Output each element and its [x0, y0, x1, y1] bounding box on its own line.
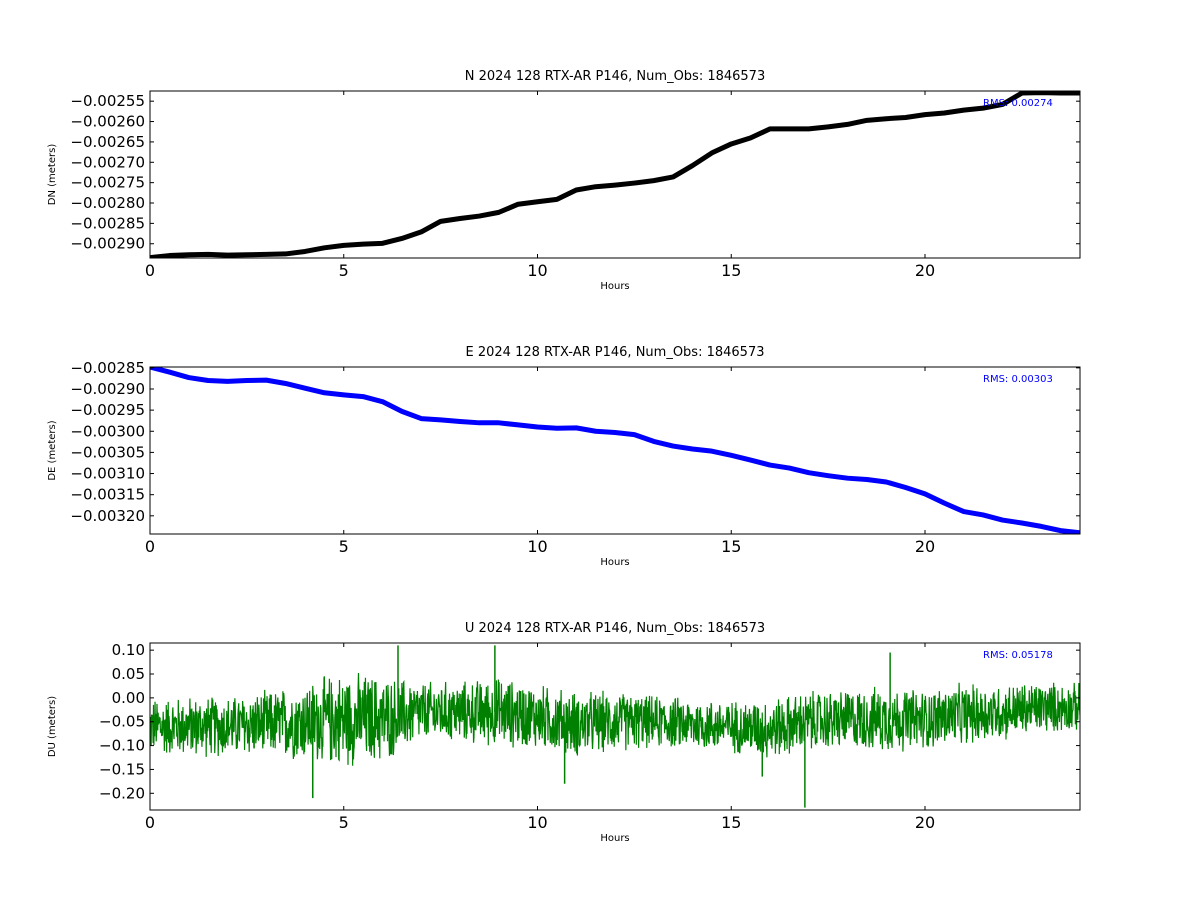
e-y-tick-label: −0.00315 [70, 486, 145, 504]
n-x-tick-label: 15 [721, 261, 741, 280]
n-rms-annotation: RMS: 0.00274 [983, 98, 1053, 109]
u-y-axis-label: DU (meters) [47, 696, 58, 757]
e-series-line [150, 367, 1080, 534]
n-x-tick-label: 20 [915, 261, 935, 280]
e-y-tick-label: −0.00305 [70, 443, 145, 461]
e-y-tick-label: −0.00320 [70, 507, 145, 525]
n-y-tick-label: −0.00285 [70, 214, 145, 232]
n-y-tick-label: −0.00275 [70, 174, 145, 192]
e-x-tick-label: 10 [527, 537, 547, 556]
u-x-tick-label: 20 [915, 813, 935, 832]
n-y-tick-label: −0.00280 [70, 194, 145, 212]
u-rms-annotation: RMS: 0.05178 [983, 650, 1053, 661]
e-rms-annotation: RMS: 0.00303 [983, 374, 1053, 385]
u-x-tick-label: 15 [721, 813, 741, 832]
u-y-tick-label: −0.10 [99, 737, 145, 755]
u-series-line [150, 672, 1080, 766]
e-y-tick-label: −0.00295 [70, 401, 145, 419]
n-y-tick-label: −0.00290 [70, 235, 145, 253]
e-y-tick-label: −0.00290 [70, 380, 145, 398]
n-panel: 0 5 10 15 20 −0.00255 −0.00260 −0.00265 −0.00270… [47, 69, 1081, 292]
u-x-tick-label: 5 [339, 813, 349, 832]
u-y-tick-label: −0.20 [99, 784, 145, 802]
e-axes-frame [149, 366, 1081, 535]
e-x-axis-label: Hours [600, 557, 629, 568]
n-y-tick-label: −0.00260 [70, 113, 145, 131]
e-data [150, 367, 1080, 534]
n-y-tick-label: −0.00270 [70, 153, 145, 171]
n-y-tick-label: −0.00255 [70, 92, 145, 110]
u-y-tick-label: −0.05 [99, 713, 145, 731]
e-x-tick-label: 20 [915, 537, 935, 556]
n-y-tick-label: −0.00265 [70, 133, 145, 151]
u-y-tick-label: 0.00 [112, 689, 145, 707]
u-y-tick-label: 0.05 [112, 665, 145, 683]
n-x-tick-label: 5 [339, 261, 349, 280]
u-x-tick-label: 10 [527, 813, 547, 832]
u-x-axis-label: Hours [600, 833, 629, 844]
e-y-axis-label: DE (meters) [47, 420, 58, 480]
e-x-tick-label: 5 [339, 537, 349, 556]
n-x-tick-label: 10 [527, 261, 547, 280]
e-y-tick-label: −0.00285 [70, 359, 145, 377]
u-y-tick-label: −0.15 [99, 760, 145, 778]
n-axes-frame [149, 90, 1081, 259]
e-y-tick-label: −0.00300 [70, 422, 145, 440]
e-x-tick-label: 0 [145, 537, 155, 556]
n-series-line [150, 91, 1080, 258]
u-data [150, 645, 1080, 808]
e-panel: 0 5 10 15 20 −0.00285 −0.00290 −0.00295 −0.00300… [47, 345, 1081, 568]
u-y-tick-label: 0.10 [112, 641, 145, 659]
u-panel: 0 5 10 15 20 0.10 0.05 0.00 −0.05 −0.10 −0.15 −0.20… [47, 621, 1081, 844]
n-x-tick-label: 0 [145, 261, 155, 280]
e-y-tick-label: −0.00310 [70, 465, 145, 483]
e-chart-title: E 2024 128 RTX-AR P146, Num_Obs: 1846573 [466, 345, 765, 360]
n-data [150, 91, 1080, 258]
u-chart-title: U 2024 128 RTX-AR P146, Num_Obs: 1846573 [465, 621, 765, 636]
n-chart-title: N 2024 128 RTX-AR P146, Num_Obs: 1846573 [465, 69, 765, 84]
n-y-axis-label: DN (meters) [47, 144, 58, 206]
u-axes-frame [149, 642, 1081, 811]
e-x-tick-label: 15 [721, 537, 741, 556]
n-x-axis-label: Hours [600, 281, 629, 292]
u-x-tick-label: 0 [145, 813, 155, 832]
